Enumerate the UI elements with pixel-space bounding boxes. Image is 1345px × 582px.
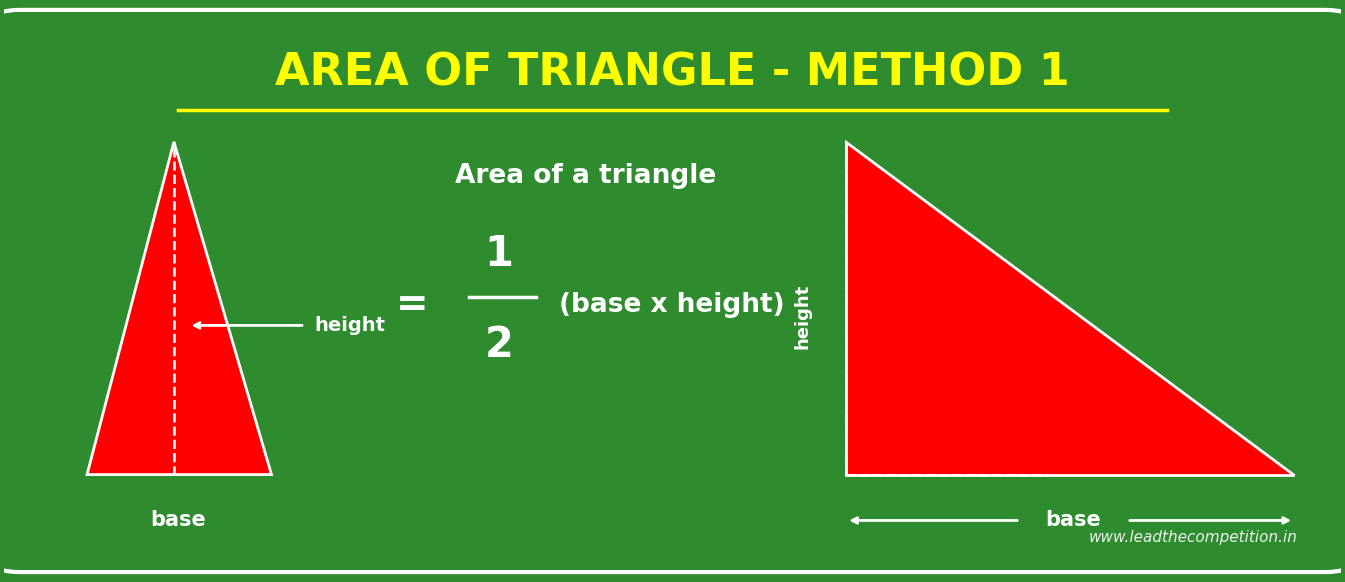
Text: www.leadthecompetition.in: www.leadthecompetition.in <box>1089 530 1298 545</box>
Polygon shape <box>87 142 272 474</box>
FancyBboxPatch shape <box>0 10 1345 572</box>
Polygon shape <box>846 142 1294 474</box>
Text: =: = <box>395 286 428 324</box>
Text: Area of a triangle: Area of a triangle <box>455 164 717 189</box>
Text: height: height <box>315 316 385 335</box>
Text: AREA OF TRIANGLE - METHOD 1: AREA OF TRIANGLE - METHOD 1 <box>276 51 1069 94</box>
Text: 2: 2 <box>484 325 514 367</box>
Text: base: base <box>151 510 206 530</box>
Text: 1: 1 <box>484 233 514 275</box>
Text: height: height <box>794 284 811 349</box>
Text: base: base <box>1045 510 1102 530</box>
Text: (base x height): (base x height) <box>560 292 784 318</box>
